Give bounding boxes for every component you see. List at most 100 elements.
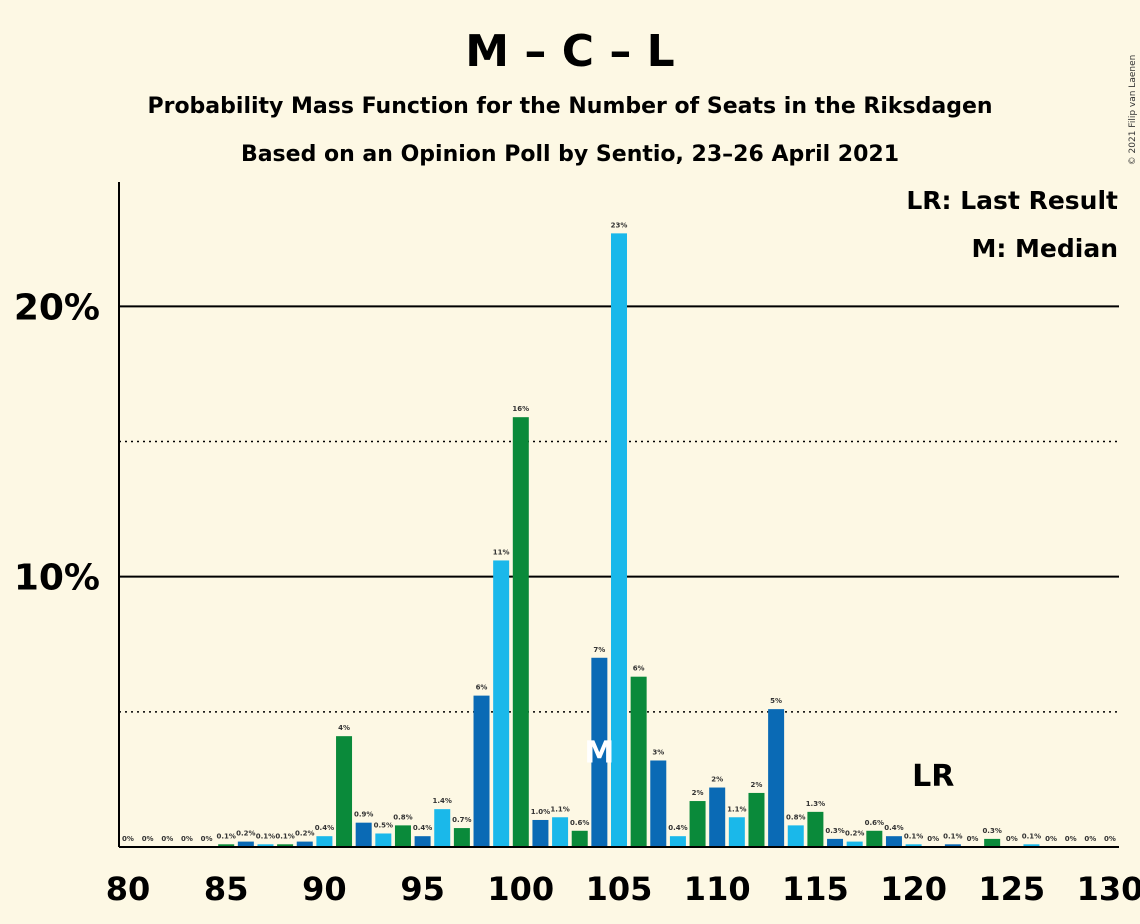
x-tick-130: 130	[1077, 870, 1140, 908]
bar-seat-119	[885, 836, 902, 847]
bar-label-seat-84: 0%	[201, 835, 213, 843]
bar-seat-126	[1023, 844, 1040, 847]
bar-label-seat-94: 0.8%	[393, 813, 412, 821]
bar-label-seat-120: 0.1%	[904, 832, 923, 840]
bars	[218, 233, 1040, 847]
bar-seat-96	[434, 809, 451, 847]
bar-seat-124	[984, 838, 1001, 847]
bar-seat-116	[827, 838, 844, 847]
bar-label-seat-113: 5%	[770, 697, 782, 705]
bar-label-seat-111: 1.1%	[727, 805, 746, 813]
bar-label-seat-127: 0%	[1045, 835, 1057, 843]
bar-seat-112	[748, 792, 765, 847]
bar-seat-102	[552, 817, 569, 847]
bar-label-seat-80: 0%	[122, 835, 134, 843]
x-tick-100: 100	[487, 870, 554, 908]
bar-label-seat-112: 2%	[751, 781, 763, 789]
bar-seat-105	[611, 233, 627, 847]
bar-label-seat-123: 0%	[967, 835, 979, 843]
bar-label-seat-121: 0%	[927, 835, 939, 843]
bar-label-seat-89: 0.2%	[295, 830, 314, 838]
bar-label-seat-109: 2%	[692, 789, 704, 797]
bar-label-seat-87: 0.1%	[256, 832, 275, 840]
bar-labels: 0% 0% 0% 0% 0% 0.1% 0.2% 0.1% 0.1% 0.2%0.4%4%0.9%…	[122, 221, 1116, 843]
x-tick-80: 80	[106, 870, 151, 908]
x-tick-95: 95	[400, 870, 445, 908]
copyright-credit: © 2021 Filip van Laenen	[1128, 55, 1138, 166]
bar-seat-85	[218, 844, 235, 847]
x-tick-105: 105	[586, 870, 653, 908]
bar-seat-113	[768, 709, 785, 847]
x-tick-90: 90	[302, 870, 347, 908]
bar-seat-97	[453, 828, 470, 847]
bar-label-seat-130: 0%	[1104, 835, 1116, 843]
bar-seat-109	[689, 801, 706, 847]
bar-seat-111	[728, 817, 745, 847]
median-marker: M	[584, 735, 614, 770]
bar-label-seat-86: 0.2%	[236, 830, 255, 838]
bar-label-seat-103: 0.6%	[570, 819, 589, 827]
bar-label-seat-110: 2%	[711, 776, 723, 784]
bar-seat-99	[493, 560, 510, 847]
bar-seat-110	[709, 787, 726, 847]
bar-seat-120	[905, 844, 922, 847]
chart-title: M – C – L	[465, 26, 674, 77]
chart-subtitle-2: Based on an Opinion Poll by Sentio, 23–2…	[241, 142, 899, 167]
bar-seat-98	[473, 695, 490, 847]
bar-label-seat-117: 0.2%	[845, 830, 864, 838]
bar-label-seat-92: 0.9%	[354, 811, 373, 819]
bar-label-seat-129: 0%	[1084, 835, 1096, 843]
bar-seat-106	[630, 676, 647, 847]
bar-label-seat-82: 0%	[161, 835, 173, 843]
bar-seat-93	[375, 833, 392, 847]
bar-label-seat-126: 0.1%	[1022, 832, 1041, 840]
legend-last-result: LR: Last Result	[906, 186, 1118, 215]
bar-seat-115	[807, 811, 824, 847]
bar-label-seat-114: 0.8%	[786, 813, 805, 821]
bar-seat-103	[571, 830, 588, 847]
bar-seat-100	[512, 417, 529, 847]
bar-label-seat-100: 16%	[512, 405, 529, 413]
bar-seat-122	[944, 844, 961, 847]
bar-label-seat-96: 1.4%	[433, 797, 452, 805]
bar-label-seat-95: 0.4%	[413, 824, 432, 832]
x-tick-125: 125	[978, 870, 1045, 908]
bar-label-seat-105: 23%	[611, 221, 628, 229]
bar-label-seat-119: 0.4%	[884, 824, 903, 832]
bar-label-seat-97: 0.7%	[452, 816, 471, 824]
bar-seat-104	[591, 657, 608, 847]
bar-label-seat-125: 0%	[1006, 835, 1018, 843]
bar-label-seat-107: 3%	[652, 748, 664, 756]
bar-label-seat-98: 6%	[476, 684, 488, 692]
bar-seat-95	[414, 836, 431, 847]
bar-label-seat-101: 1.0%	[531, 808, 550, 816]
bar-label-seat-90: 0.4%	[315, 824, 334, 832]
bar-seat-92	[355, 822, 372, 847]
bar-label-seat-124: 0.3%	[982, 827, 1001, 835]
bar-label-seat-83: 0%	[181, 835, 193, 843]
bar-seat-94	[394, 825, 411, 847]
y-tick-labels: 10% 20%	[14, 287, 100, 598]
bar-label-seat-91: 4%	[338, 724, 350, 732]
x-tick-labels: 80 85 90 95 100 105 110 115 120 125 130	[106, 870, 1140, 908]
bar-seat-118	[866, 830, 883, 847]
bar-seat-101	[532, 819, 549, 847]
bar-seat-87	[257, 844, 274, 847]
y-tick-20: 20%	[14, 287, 100, 328]
bar-label-seat-118: 0.6%	[865, 819, 884, 827]
markers: M LR	[584, 735, 954, 794]
bar-label-seat-93: 0.5%	[374, 821, 393, 829]
bar-label-seat-81: 0%	[142, 835, 154, 843]
x-tick-110: 110	[684, 870, 751, 908]
bar-seat-88	[277, 844, 294, 847]
bar-label-seat-88: 0.1%	[275, 832, 294, 840]
bar-seat-108	[669, 836, 686, 847]
bar-label-seat-85: 0.1%	[216, 832, 235, 840]
axes	[118, 182, 1119, 848]
bar-seat-91	[336, 736, 353, 847]
x-tick-115: 115	[782, 870, 849, 908]
bar-seat-117	[846, 841, 863, 847]
bar-label-seat-102: 1.1%	[550, 805, 569, 813]
